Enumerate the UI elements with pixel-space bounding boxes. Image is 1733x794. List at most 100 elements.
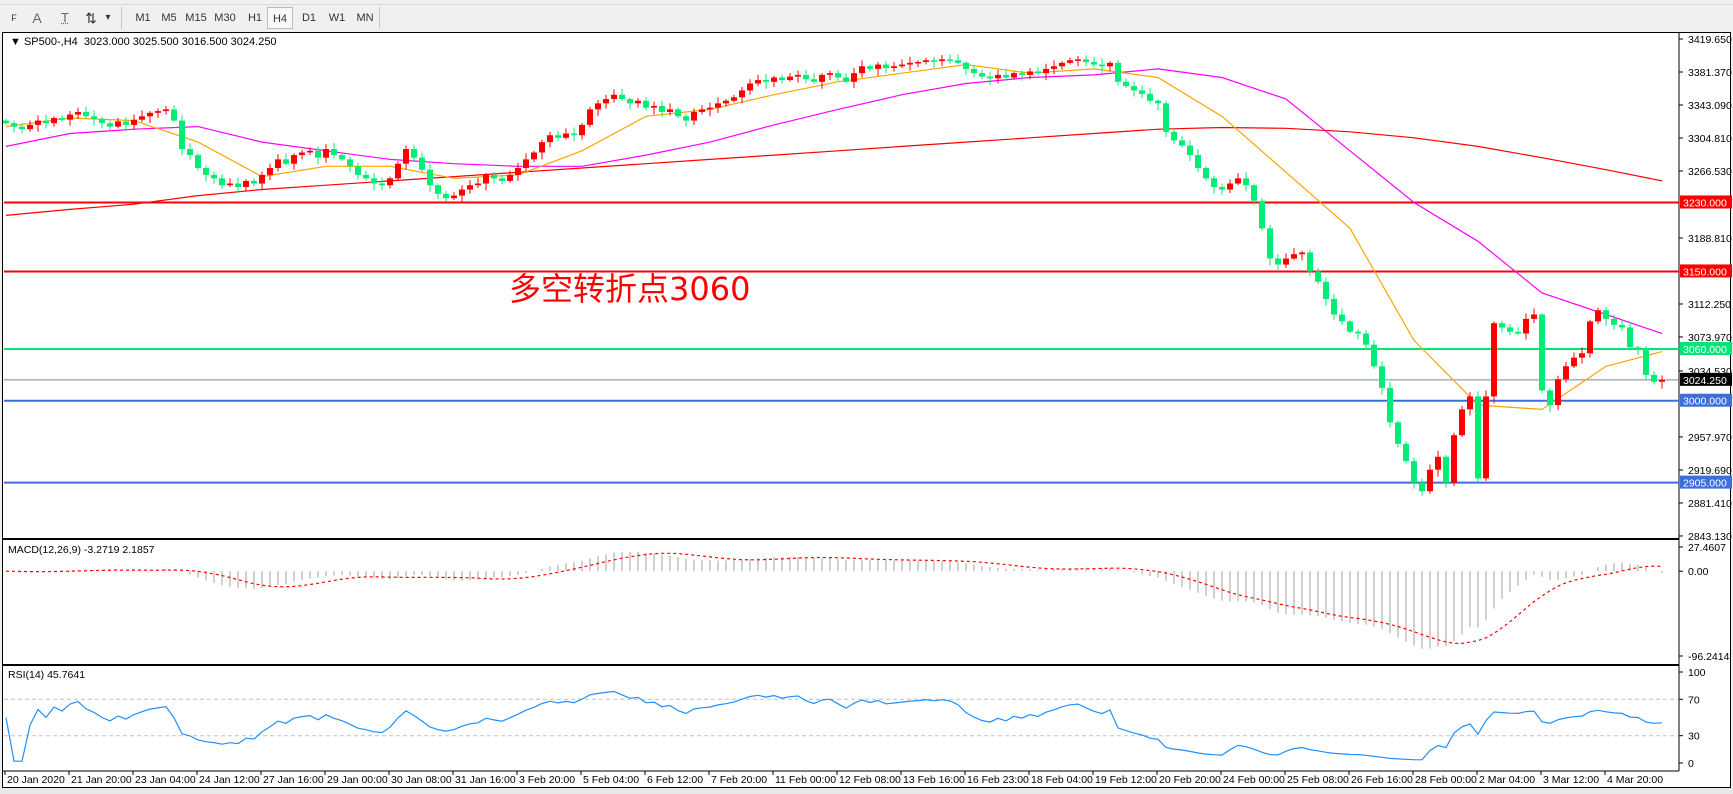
candle-body[interactable] xyxy=(1379,366,1385,388)
candle-body[interactable] xyxy=(1019,73,1025,75)
candle-body[interactable] xyxy=(1091,61,1097,65)
candle-body[interactable] xyxy=(371,178,377,184)
candle-body[interactable] xyxy=(99,118,105,124)
candle-body[interactable] xyxy=(267,167,273,175)
candle-body[interactable] xyxy=(907,62,913,65)
candle-body[interactable] xyxy=(835,73,841,78)
candle-body[interactable] xyxy=(1499,323,1505,328)
candle-body[interactable] xyxy=(123,121,129,125)
candle-body[interactable] xyxy=(219,178,225,186)
candle-body[interactable] xyxy=(155,111,161,113)
candle-body[interactable] xyxy=(355,166,361,175)
candle-body[interactable] xyxy=(83,111,89,117)
candle-body[interactable] xyxy=(627,99,633,104)
candle-body[interactable] xyxy=(1467,396,1473,410)
candle-body[interactable] xyxy=(475,183,481,186)
candle-body[interactable] xyxy=(715,103,721,108)
period-separators-icon[interactable]: F xyxy=(11,13,17,23)
candle-body[interactable] xyxy=(1387,387,1393,423)
timeframe-h4-button[interactable]: H4 xyxy=(267,7,293,29)
candle-body[interactable] xyxy=(1371,344,1377,367)
candle-body[interactable] xyxy=(1147,93,1153,101)
candle-body[interactable] xyxy=(1651,374,1657,382)
candle-body[interactable] xyxy=(859,66,865,74)
candle-body[interactable] xyxy=(795,74,801,77)
candle-body[interactable] xyxy=(1571,357,1577,367)
candle-body[interactable] xyxy=(931,60,937,62)
candle-body[interactable] xyxy=(275,159,281,168)
candle-body[interactable] xyxy=(851,73,857,82)
candle-body[interactable] xyxy=(763,80,769,82)
candle-body[interactable] xyxy=(395,163,401,179)
timeframe-m15-button[interactable]: M15 xyxy=(185,12,207,24)
candle-body[interactable] xyxy=(1619,324,1625,328)
candle-body[interactable] xyxy=(779,77,785,81)
candle-body[interactable] xyxy=(1043,68,1049,74)
candle-body[interactable] xyxy=(339,155,345,160)
candle-body[interactable] xyxy=(203,167,209,175)
candle-body[interactable] xyxy=(1579,353,1585,358)
candle-body[interactable] xyxy=(435,185,441,194)
chart-window[interactable] xyxy=(2,32,1731,788)
candle-body[interactable] xyxy=(1123,81,1129,87)
candle-body[interactable] xyxy=(1443,456,1449,483)
candle-body[interactable] xyxy=(1299,252,1305,255)
candle-body[interactable] xyxy=(1227,183,1233,190)
candle-body[interactable] xyxy=(659,105,665,112)
candle-body[interactable] xyxy=(915,61,921,64)
candle-body[interactable] xyxy=(539,142,545,153)
candle-body[interactable] xyxy=(1603,310,1609,319)
candle-body[interactable] xyxy=(1219,186,1225,190)
candle-body[interactable] xyxy=(523,159,529,168)
candle-body[interactable] xyxy=(27,124,33,130)
candle-body[interactable] xyxy=(1307,252,1313,272)
candle-body[interactable] xyxy=(1203,167,1209,179)
candle-body[interactable] xyxy=(683,116,689,121)
candle-body[interactable] xyxy=(1083,59,1089,62)
candle-body[interactable] xyxy=(939,59,945,62)
candle-body[interactable] xyxy=(1171,131,1177,141)
candle-body[interactable] xyxy=(1635,347,1641,350)
candle-body[interactable] xyxy=(1395,422,1401,444)
candle-body[interactable] xyxy=(459,189,465,196)
candle-body[interactable] xyxy=(987,76,993,79)
candle-body[interactable] xyxy=(971,68,977,74)
candle-body[interactable] xyxy=(675,109,681,117)
candle-body[interactable] xyxy=(171,109,177,121)
candle-body[interactable] xyxy=(1003,74,1009,78)
candle-body[interactable] xyxy=(1243,178,1249,186)
candle-body[interactable] xyxy=(979,73,985,77)
candle-body[interactable] xyxy=(1331,299,1337,315)
candle-body[interactable] xyxy=(1643,349,1649,375)
candle-body[interactable] xyxy=(427,169,433,186)
candle-body[interactable] xyxy=(67,114,73,120)
candle-body[interactable] xyxy=(1107,62,1113,67)
timeframe-w1-button[interactable]: W1 xyxy=(328,12,346,24)
candle-body[interactable] xyxy=(1155,100,1161,104)
candle-body[interactable] xyxy=(1523,318,1529,334)
candle-body[interactable] xyxy=(115,121,121,127)
candle-body[interactable] xyxy=(419,157,425,170)
candle-body[interactable] xyxy=(179,120,185,150)
candle-body[interactable] xyxy=(1187,145,1193,156)
candle-body[interactable] xyxy=(331,149,337,156)
candle-body[interactable] xyxy=(467,185,473,190)
candle-body[interactable] xyxy=(1267,228,1273,259)
candle-body[interactable] xyxy=(307,150,313,153)
candle-body[interactable] xyxy=(1163,103,1169,132)
candle-body[interactable] xyxy=(315,150,321,158)
arrows-dropdown-icon[interactable]: ▾ xyxy=(105,12,111,23)
candle-body[interactable] xyxy=(883,64,889,69)
candle-body[interactable] xyxy=(1611,318,1617,325)
candle-body[interactable] xyxy=(1275,258,1281,265)
candle-body[interactable] xyxy=(1339,314,1345,322)
candle-body[interactable] xyxy=(1195,155,1201,168)
arrows-icon[interactable]: ⇅ xyxy=(85,10,97,26)
candle-body[interactable] xyxy=(323,149,329,158)
candle-body[interactable] xyxy=(1131,86,1137,91)
candle-body[interactable] xyxy=(1235,178,1241,184)
candle-body[interactable] xyxy=(899,64,905,67)
candle-body[interactable] xyxy=(443,193,449,199)
candle-body[interactable] xyxy=(547,135,553,143)
candle-body[interactable] xyxy=(611,94,617,100)
